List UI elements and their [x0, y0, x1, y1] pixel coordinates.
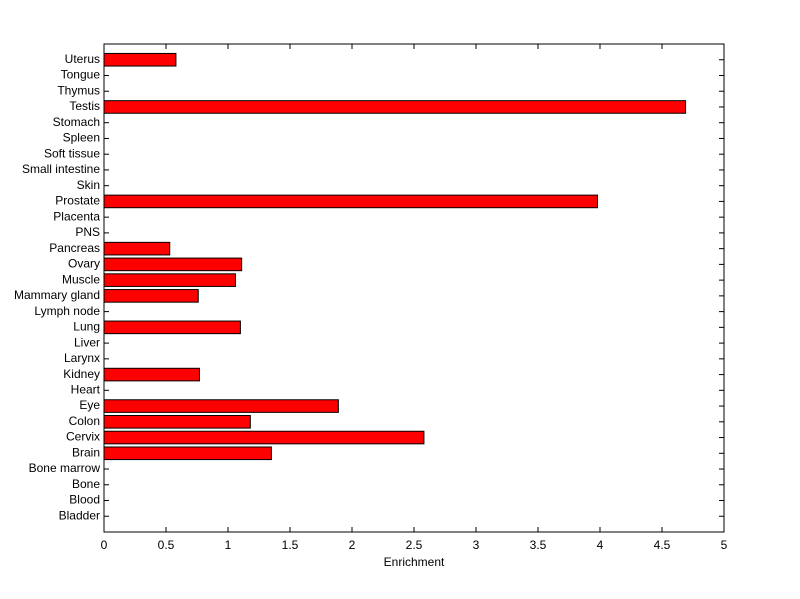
y-tick-label: Lymph node: [34, 304, 100, 318]
y-tick-label: Stomach: [53, 115, 100, 129]
bar: [103, 257, 243, 272]
x-tick-label: 1.5: [282, 538, 299, 552]
y-tick-label: Heart: [71, 382, 101, 396]
x-tick-label: 2: [349, 538, 356, 552]
y-tick-label: PNS: [75, 225, 100, 239]
bar: [103, 194, 599, 209]
y-tick-label: Soft tissue: [44, 146, 100, 160]
y-tick-label: Mammary gland: [14, 288, 100, 302]
x-tick-label: 3: [473, 538, 480, 552]
y-tick-label: Spleen: [63, 131, 100, 145]
bar: [103, 367, 200, 382]
y-tick-label: Eye: [79, 398, 100, 412]
y-tick-label: Testis: [69, 99, 100, 113]
y-tick-label: Placenta: [53, 209, 100, 223]
y-tick-label: Uterus: [65, 52, 100, 66]
x-tick-label: 4: [597, 538, 604, 552]
x-tick-label: 2.5: [406, 538, 423, 552]
y-tick-label: Bladder: [59, 508, 100, 522]
bar: [103, 446, 272, 461]
x-tick-label: 3.5: [530, 538, 547, 552]
y-tick-label: Brain: [72, 445, 100, 459]
y-tick-label: Muscle: [62, 272, 100, 286]
bar: [103, 415, 251, 429]
y-tick-label: Blood: [69, 493, 100, 507]
x-tick-label: 0.5: [158, 538, 175, 552]
y-tick-label: Cervix: [66, 430, 100, 444]
plot-frame: [103, 43, 725, 533]
bar: [103, 289, 199, 303]
y-tick-label: Small intestine: [22, 162, 100, 176]
y-tick-label: Kidney: [63, 367, 100, 381]
x-tick-label: 1: [225, 538, 232, 552]
y-tick-label: Liver: [74, 335, 100, 349]
bar: [103, 100, 687, 114]
bar: [103, 430, 425, 445]
bar: [103, 320, 241, 335]
y-tick-label: Skin: [77, 178, 100, 192]
y-tick-label: Thymus: [57, 83, 100, 97]
y-tick-label: Tongue: [61, 68, 101, 82]
bar: [103, 241, 171, 256]
bar: [103, 52, 177, 67]
y-tick-label: Ovary: [68, 257, 100, 271]
y-tick-label: Bone: [72, 477, 100, 491]
bar: [103, 273, 236, 287]
y-tick-label: Lung: [73, 320, 100, 334]
x-tick-label: 4.5: [654, 538, 671, 552]
y-tick-label: Colon: [69, 414, 100, 428]
y-tick-label: Prostate: [55, 194, 100, 208]
y-tick-label: Bone marrow: [29, 461, 101, 475]
x-tick-label: 5: [721, 538, 728, 552]
y-tick-label: Pancreas: [49, 241, 100, 255]
bar: [103, 399, 339, 413]
x-tick-label: 0: [101, 538, 108, 552]
y-tick-label: Larynx: [64, 351, 100, 365]
x-axis-label: Enrichment: [384, 555, 445, 569]
